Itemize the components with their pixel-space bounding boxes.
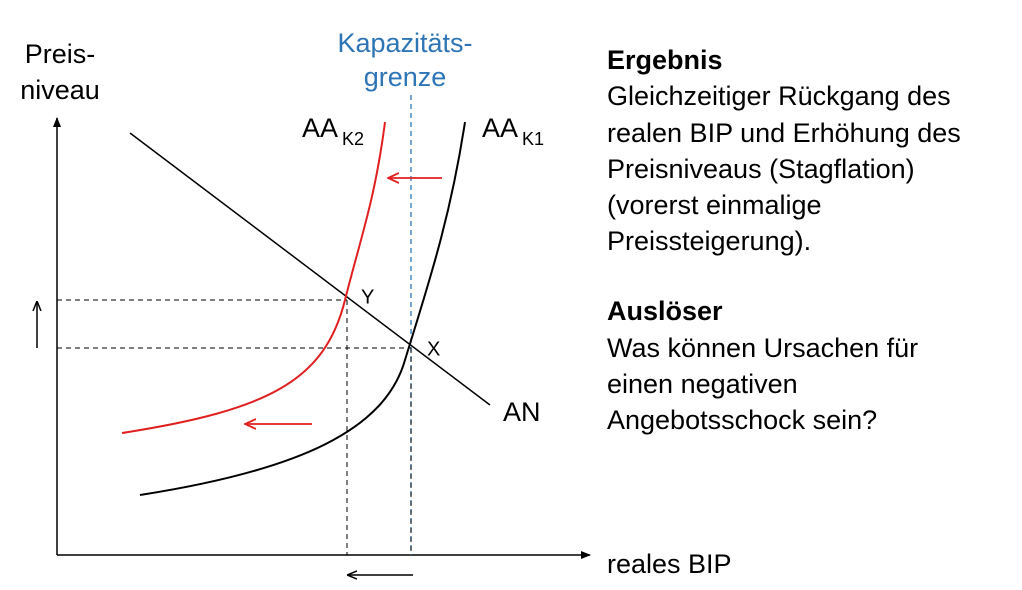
text-line: Preissteigerung). — [607, 226, 811, 256]
text-line: Preisniveaus (Stagflation) — [607, 154, 915, 184]
curve-label: AN — [503, 397, 541, 427]
text-line: (vorerst einmalige — [607, 190, 822, 220]
text-line: Angebotsschock sein? — [607, 405, 877, 435]
capacity-label: grenze — [364, 62, 447, 92]
x-axis-label: reales BIP — [607, 549, 732, 579]
curve-subscript: K1 — [522, 129, 544, 149]
y-axis-label: niveau — [20, 75, 100, 105]
an-curve — [129, 132, 491, 406]
y-axis-label: Preis- — [25, 39, 96, 69]
capacity-label: Kapazitäts- — [337, 28, 472, 58]
text-line: Was können Ursachen für — [607, 333, 918, 363]
point-label: Y — [361, 286, 374, 308]
heading: Auslöser — [607, 296, 723, 326]
aa-k1-curve — [139, 121, 466, 496]
guides — [57, 299, 412, 555]
heading: Ergebnis — [607, 45, 723, 75]
point-label: X — [427, 338, 440, 360]
curve-label: AA — [482, 113, 518, 143]
curve-label: AA — [302, 113, 338, 143]
text-line: realen BIP und Erhöhung des — [607, 118, 961, 148]
curve-subscript: K2 — [342, 129, 364, 149]
text-line: einen negativen — [607, 369, 798, 399]
aa-k2-curve — [121, 121, 386, 434]
text-line: Gleichzeitiger Rückgang des — [607, 81, 951, 111]
